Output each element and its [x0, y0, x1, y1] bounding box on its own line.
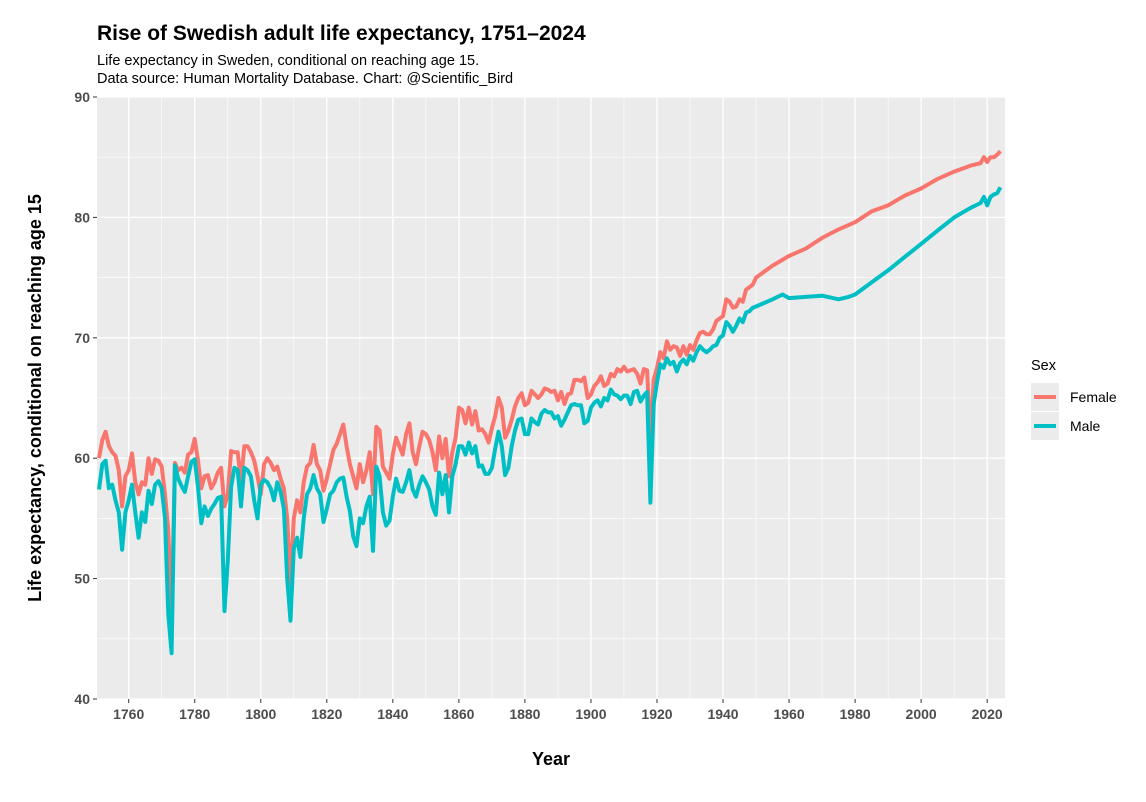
chart-subtitle-line-1: Life expectancy in Sweden, conditional o… — [97, 53, 479, 69]
legend: Sex Female Male — [1031, 358, 1117, 440]
x-tick-label: 1980 — [840, 706, 871, 722]
series-line-male — [97, 186, 1003, 656]
y-tick-label: 90 — [74, 89, 90, 105]
series-line-female — [97, 149, 1002, 623]
x-tick-label: 1800 — [245, 706, 276, 722]
x-axis-label: Year — [532, 749, 570, 769]
chart-title: Rise of Swedish adult life expectancy, 1… — [97, 22, 586, 45]
x-tick-label: 1940 — [707, 706, 738, 722]
y-tick-label: 70 — [74, 330, 90, 346]
x-tick-label: 1960 — [773, 706, 804, 722]
y-tick-label: 40 — [74, 691, 90, 707]
x-tick-label: 1780 — [179, 706, 210, 722]
x-tick-label: 2020 — [972, 706, 1003, 722]
series-lines — [97, 149, 1003, 656]
legend-label-male: Male — [1070, 418, 1101, 434]
x-tick-label: 1920 — [641, 706, 672, 722]
x-tick-label: 1860 — [443, 706, 474, 722]
x-tick-label: 1900 — [575, 706, 606, 722]
y-tick-label: 60 — [74, 450, 90, 466]
x-tick-label: 1760 — [113, 706, 144, 722]
x-tick-label: 1820 — [311, 706, 342, 722]
legend-label-female: Female — [1070, 389, 1117, 405]
x-tick-label: 1840 — [377, 706, 408, 722]
legend-title: Sex — [1031, 358, 1057, 374]
x-tick-label: 2000 — [906, 706, 937, 722]
x-tick-label: 1880 — [509, 706, 540, 722]
axes: 40 50 60 70 80 90 1760 1780 1800 1820 1840 1860 1880… — [74, 89, 1003, 722]
gridlines — [97, 96, 1005, 700]
chart-subtitle-line-2: Data source: Human Mortality Database. C… — [97, 71, 513, 87]
y-tick-label: 80 — [74, 209, 90, 225]
y-tick-label: 50 — [74, 571, 90, 587]
y-axis-label: Life expectancy, conditional on reaching… — [25, 194, 45, 602]
